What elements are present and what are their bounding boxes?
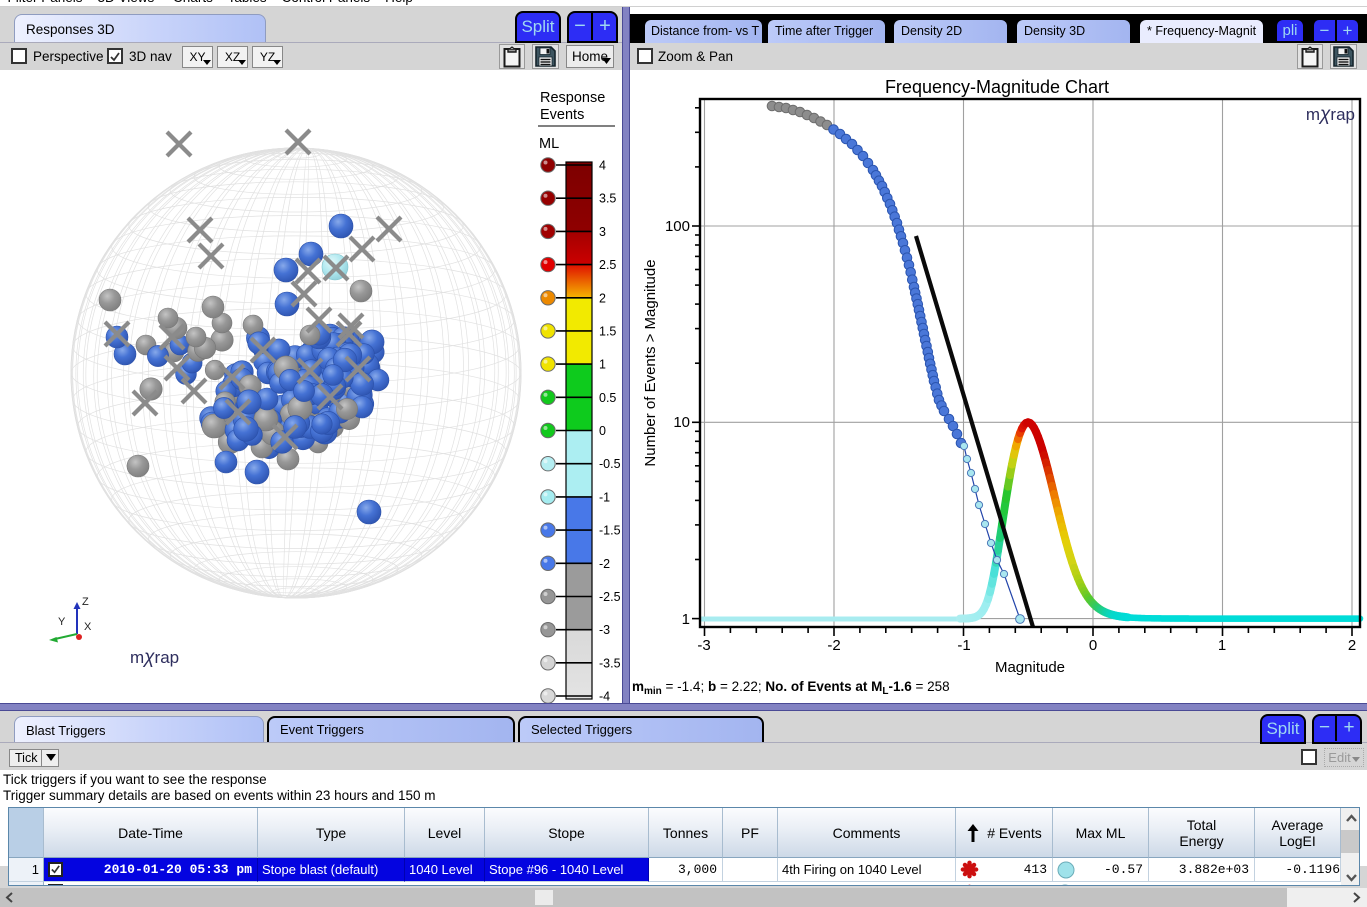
svg-text:Events: Events bbox=[540, 107, 584, 123]
svg-text:-1: -1 bbox=[599, 490, 610, 504]
svg-text:2: 2 bbox=[599, 291, 606, 305]
svg-text:-2.5: -2.5 bbox=[599, 590, 621, 604]
svg-text:X: X bbox=[84, 621, 92, 633]
svg-text:mχrap: mχrap bbox=[1306, 104, 1355, 125]
svg-text:-4: -4 bbox=[599, 690, 610, 704]
svg-text:3.5: 3.5 bbox=[599, 192, 616, 206]
svg-text:10: 10 bbox=[673, 414, 690, 431]
svg-text:-2: -2 bbox=[599, 557, 610, 571]
svg-text:0: 0 bbox=[1089, 637, 1097, 654]
svg-text:Magnitude: Magnitude bbox=[995, 659, 1065, 676]
svg-text:mχrap: mχrap bbox=[130, 647, 179, 668]
svg-text:1: 1 bbox=[599, 358, 606, 372]
svg-text:Number of Events > Magnitude: Number of Events > Magnitude bbox=[642, 259, 659, 466]
svg-text:-3: -3 bbox=[599, 623, 610, 637]
svg-text:1.5: 1.5 bbox=[599, 324, 616, 338]
svg-text:-1.5: -1.5 bbox=[599, 524, 621, 538]
svg-text:3: 3 bbox=[599, 225, 606, 239]
svg-text:-3.5: -3.5 bbox=[599, 656, 621, 670]
svg-text:1: 1 bbox=[682, 611, 690, 628]
svg-text:Response: Response bbox=[540, 90, 605, 106]
svg-text:-3: -3 bbox=[697, 637, 710, 654]
svg-text:-1: -1 bbox=[957, 637, 970, 654]
svg-text:Z: Z bbox=[82, 596, 89, 608]
svg-text:2: 2 bbox=[1348, 637, 1356, 654]
svg-text:Y: Y bbox=[58, 616, 66, 628]
svg-text:-2: -2 bbox=[827, 637, 840, 654]
svg-text:1: 1 bbox=[1218, 637, 1226, 654]
svg-text:4: 4 bbox=[599, 159, 606, 173]
svg-text:2.5: 2.5 bbox=[599, 258, 616, 272]
svg-text:-0.5: -0.5 bbox=[599, 457, 621, 471]
svg-text:0.5: 0.5 bbox=[599, 391, 616, 405]
svg-text:100: 100 bbox=[665, 218, 690, 235]
svg-text:Frequency-Magnitude Chart: Frequency-Magnitude Chart bbox=[885, 77, 1109, 97]
svg-text:0: 0 bbox=[599, 424, 606, 438]
svg-text:ML: ML bbox=[539, 136, 559, 152]
